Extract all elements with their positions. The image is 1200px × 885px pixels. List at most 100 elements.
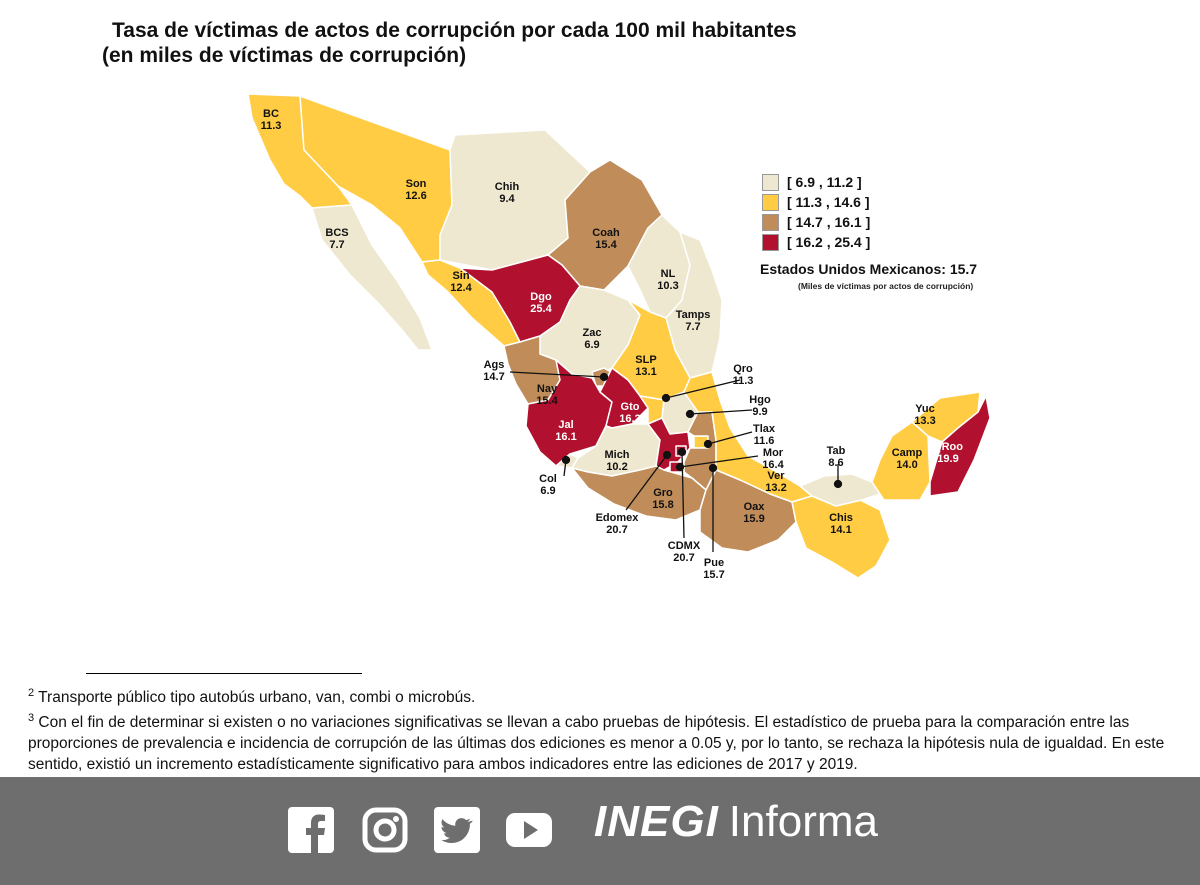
state-label-bc: BC: [263, 108, 279, 120]
youtube-icon[interactable]: [506, 807, 552, 853]
state-value-gto: 16.2: [619, 413, 640, 425]
state-value-chis: 14.1: [830, 524, 851, 536]
footnote-2: 2 Transporte público tipo autobús urbano…: [28, 683, 1176, 708]
legend-swatch: [762, 213, 779, 231]
footnote-text: Transporte público tipo autobús urbano, …: [34, 689, 476, 707]
state-value-col: 6.9: [540, 485, 555, 497]
legend-item: [ 16.2 , 25.4 ]: [762, 232, 870, 252]
map-legend: [ 6.9 , 11.2 ] [ 11.3 , 14.6 ] [ 14.7 , …: [762, 172, 870, 252]
state-value-bcs: 7.7: [329, 239, 344, 251]
state-label-slp: SLP: [635, 354, 656, 366]
state-label-camp: Camp: [892, 447, 923, 459]
legend-label: [ 14.7 , 16.1 ]: [787, 214, 871, 230]
state-value-tab: 8.6: [828, 457, 843, 469]
state-value-mich: 10.2: [606, 461, 627, 473]
legend-item: [ 6.9 , 11.2 ]: [762, 172, 870, 192]
footnote-mark: 3: [28, 712, 35, 725]
state-value-qro: 11.3: [733, 375, 754, 387]
state-label-oax: Oax: [744, 501, 766, 513]
state-value-yuc: 13.3: [914, 415, 935, 427]
legend-swatch: [762, 233, 779, 251]
footnote-3: 3 Con el fin de determinar si existen o …: [28, 708, 1176, 775]
state-value-edomex: 20.7: [606, 524, 627, 536]
state-label-tlax: Tlax: [753, 423, 776, 435]
state-value-tlax: 11.6: [754, 435, 775, 447]
state-value-oax: 15.9: [743, 513, 764, 525]
state-value-pue: 15.7: [703, 569, 724, 581]
legend-item: [ 11.3 , 14.6 ]: [762, 192, 870, 212]
state-label-bcs: BCS: [325, 227, 348, 239]
state-label-yuc: Yuc: [915, 403, 935, 415]
state-value-dgo: 25.4: [530, 303, 552, 315]
state-label-son: Son: [406, 178, 427, 190]
national-total: Estados Unidos Mexicanos: 15.7: [760, 261, 978, 277]
state-label-tamps: Tamps: [676, 309, 711, 321]
state-label-zac: Zac: [583, 327, 602, 339]
title-line-2: (en miles de víctimas de corrupción): [102, 44, 467, 67]
state-value-chih: 9.4: [499, 193, 515, 205]
state-label-coah: Coah: [592, 227, 620, 239]
region-Gto: [599, 367, 649, 429]
state-value-ver: 13.2: [765, 482, 786, 494]
legend-swatch: [762, 173, 779, 191]
state-label-chih: Chih: [495, 181, 520, 193]
footer-bar: INEGI Informa: [0, 777, 1200, 885]
region-QRoo: [929, 395, 991, 497]
state-label-hgo: Hgo: [749, 394, 771, 406]
twitter-icon[interactable]: [434, 807, 480, 853]
footnote-text: Con el fin de determinar si existen o no…: [28, 714, 1165, 774]
region-Chis: [791, 495, 891, 579]
brand-informa: Informa: [728, 797, 878, 846]
state-value-nay: 15.4: [536, 395, 558, 407]
legend-label: [ 16.2 , 25.4 ]: [787, 234, 871, 250]
national-total-note: (Miles de víctimas por actos de corrupci…: [798, 281, 974, 291]
state-value-camp: 14.0: [896, 459, 917, 471]
inegi-informa-logo: INEGI Informa: [594, 797, 878, 861]
instagram-icon[interactable]: [362, 807, 408, 853]
state-value-nl: 10.3: [657, 280, 678, 292]
state-label-qro: Qro: [733, 363, 753, 375]
region-BCS: [311, 204, 433, 351]
state-value-cdmx: 20.7: [673, 552, 694, 564]
state-label-ver: Ver: [767, 470, 785, 482]
legend-label: [ 11.3 , 14.6 ]: [787, 194, 870, 210]
brand-inegi: INEGI: [594, 797, 719, 846]
state-label-pue: Pue: [704, 557, 724, 569]
region-Camp: [871, 421, 931, 501]
state-label-jal: Jal: [558, 419, 573, 431]
region-Oax: [699, 469, 797, 553]
state-label-qroo: QRoo: [933, 441, 963, 453]
mexico-choropleth-map: BC11.3Son12.6Chih9.4BCS7.7Coah15.4NL10.3…: [247, 93, 991, 581]
state-value-hgo: 9.9: [752, 406, 767, 418]
facebook-icon[interactable]: [288, 807, 334, 853]
state-label-sin: Sin: [452, 270, 469, 282]
state-label-dgo: Dgo: [530, 291, 552, 303]
state-label-gto: Gto: [621, 401, 640, 413]
state-value-bc: 11.3: [261, 120, 282, 132]
state-value-mor: 16.4: [762, 459, 784, 471]
state-value-tamps: 7.7: [685, 321, 700, 333]
state-value-zac: 6.9: [584, 339, 599, 351]
state-label-gro: Gro: [653, 487, 673, 499]
title-line-1: Tasa de víctimas de actos de corrupción …: [112, 19, 797, 42]
state-value-coah: 15.4: [595, 239, 617, 251]
legend-swatch: [762, 193, 779, 211]
state-label-chis: Chis: [829, 512, 853, 524]
footnotes: 2 Transporte público tipo autobús urbano…: [28, 683, 1176, 775]
state-label-edomex: Edomex: [596, 512, 640, 524]
state-value-son: 12.6: [405, 190, 426, 202]
map-title: Tasa de víctimas de actos de corrupción …: [102, 18, 797, 68]
state-value-ags: 14.7: [483, 371, 504, 383]
footnote-mark: 2: [28, 687, 35, 699]
state-value-qroo: 19.9: [937, 453, 958, 465]
state-value-gro: 15.8: [652, 499, 673, 511]
legend-item: [ 14.7 , 16.1 ]: [762, 212, 870, 232]
state-label-nay: Nay: [537, 383, 558, 395]
state-label-ags: Ags: [484, 359, 505, 371]
state-label-nl: NL: [661, 268, 676, 280]
state-label-cdmx: CDMX: [668, 540, 701, 552]
footnote-divider: [86, 673, 362, 674]
state-label-col: Col: [539, 473, 557, 485]
state-label-mich: Mich: [604, 449, 629, 461]
state-value-jal: 16.1: [555, 431, 576, 443]
